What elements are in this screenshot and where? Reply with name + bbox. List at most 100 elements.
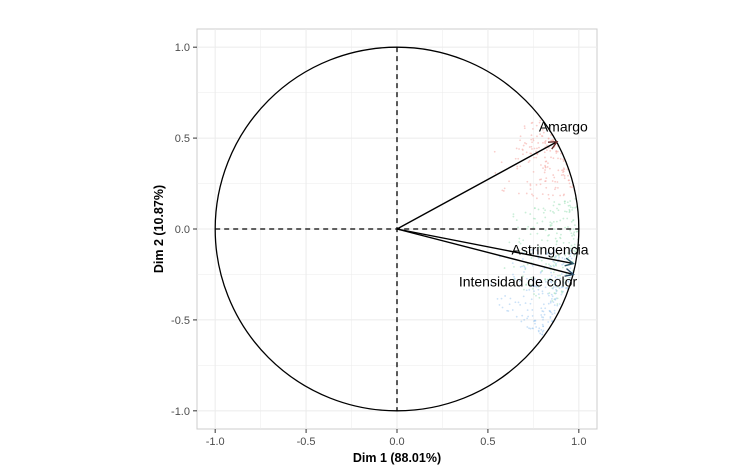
y-tick-label: 0.5: [175, 133, 190, 145]
cloud-point: [568, 211, 571, 214]
cloud-point: [574, 206, 577, 209]
cloud-point: [545, 160, 548, 163]
cloud-point: [527, 225, 530, 228]
cloud-point: [543, 313, 546, 316]
cloud-point: [538, 146, 540, 149]
cloud-point: [524, 267, 527, 270]
cloud-point: [519, 265, 522, 268]
cloud-point: [569, 255, 572, 258]
cloud-point: [520, 320, 523, 323]
cloud-point: [547, 282, 550, 284]
cloud-point: [564, 226, 567, 229]
cloud-point: [525, 283, 528, 286]
cloud-point: [553, 201, 556, 203]
cloud-point: [568, 179, 570, 182]
cloud-point: [544, 164, 547, 167]
cloud-point: [571, 186, 573, 189]
cloud-point: [565, 287, 567, 290]
cloud-point: [519, 139, 521, 142]
cloud-point: [536, 232, 539, 235]
cloud-point: [529, 183, 532, 185]
cloud-point: [563, 258, 566, 261]
cloud-point: [526, 180, 529, 183]
cloud-point: [531, 148, 533, 150]
cloud-point: [562, 290, 564, 293]
cloud-point: [544, 166, 547, 169]
cloud-point: [524, 211, 527, 214]
cloud-point: [557, 258, 560, 261]
cloud-point: [560, 293, 563, 296]
cloud-point: [553, 261, 556, 264]
cloud-point: [553, 212, 555, 214]
x-axis-ticks: -1.0 -0.5 0.0 0.5 1.0: [206, 429, 586, 448]
cloud-point: [537, 288, 540, 291]
cloud-point: [530, 134, 533, 137]
cloud-point: [548, 263, 550, 266]
variable-labels: Amargo Astringencia Intensidad de color: [459, 119, 589, 290]
correlation-circle: [214, 46, 580, 412]
cloud-point: [542, 329, 545, 332]
cloud-point: [530, 249, 533, 251]
cloud-point: [535, 156, 538, 159]
cloud-point: [572, 238, 575, 240]
cloud-point: [531, 264, 534, 267]
cloud-point: [567, 226, 569, 228]
cloud-point: [549, 252, 552, 255]
cloud-point: [563, 200, 566, 203]
cloud-point: [552, 286, 555, 288]
cloud-point: [561, 256, 564, 259]
cloud-point: [535, 280, 538, 283]
cloud-point: [552, 221, 555, 223]
cloud-point: [509, 297, 512, 300]
cloud-point: [512, 215, 515, 218]
cloud-point: [569, 249, 572, 252]
cloud-point: [523, 250, 526, 253]
cloud-point: [544, 278, 547, 280]
cloud-point: [551, 295, 554, 298]
cloud-point: [494, 172, 497, 174]
cloud-point: [537, 329, 540, 332]
cloud-point: [560, 174, 563, 177]
variable-label: Astringencia: [512, 241, 589, 257]
cloud-point: [550, 274, 553, 277]
cloud-point: [541, 220, 544, 223]
cloud-point: [551, 313, 554, 316]
cloud-point: [516, 167, 519, 170]
cloud-point: [562, 160, 565, 162]
cloud-point: [546, 166, 549, 168]
variable-arrows: [396, 140, 575, 277]
cloud-point: [553, 283, 556, 285]
cloud-point: [560, 233, 562, 236]
cloud-point: [550, 298, 553, 300]
y-tick-label: -1.0: [171, 406, 190, 418]
cloud-point: [562, 173, 565, 176]
cloud-point: [556, 181, 559, 183]
cloud-point: [534, 322, 536, 325]
cloud-point: [559, 157, 562, 160]
cloud-point: [544, 280, 547, 283]
cloud-point: [562, 241, 565, 244]
cloud-point: [551, 256, 553, 258]
cloud-point: [540, 307, 543, 310]
cloud-point: [514, 157, 517, 160]
cloud-point: [569, 206, 572, 209]
cloud-point: [553, 292, 556, 294]
cloud-point: [511, 309, 514, 311]
cloud-point: [555, 297, 558, 300]
cloud-point: [552, 157, 555, 160]
cloud-point: [542, 325, 545, 328]
cloud-point: [538, 246, 541, 248]
cloud-point: [536, 222, 539, 224]
cloud-point: [500, 297, 503, 300]
cloud-point: [556, 304, 559, 307]
cloud-point: [571, 206, 574, 209]
cloud-point: [539, 133, 542, 136]
cloud-point: [553, 265, 555, 268]
cloud-point: [553, 280, 555, 283]
cloud-point: [570, 252, 572, 255]
y-axis-ticks: -1.0 -0.5 0.0 0.5 1.0: [171, 42, 197, 418]
cloud-point: [523, 127, 526, 130]
cloud-point: [514, 301, 517, 304]
cloud-point: [573, 224, 576, 227]
cloud-point: [559, 283, 561, 286]
